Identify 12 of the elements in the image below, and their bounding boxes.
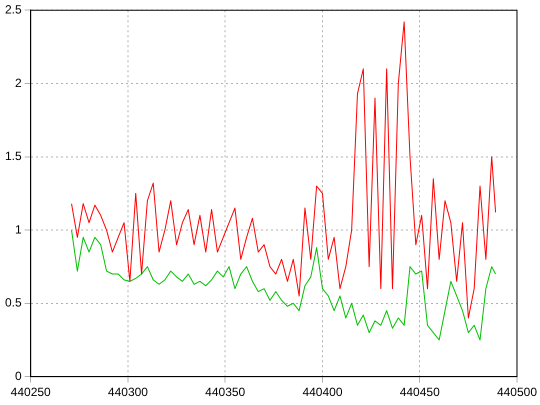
y-tick-label: 2 xyxy=(14,76,22,90)
y-tick-label: 0.5 xyxy=(4,296,22,310)
x-tick-label: 440350 xyxy=(205,385,246,400)
y-tick-label: 1.5 xyxy=(4,149,22,164)
x-tick-label: 440300 xyxy=(108,385,148,400)
x-tick-label: 440450 xyxy=(400,385,440,400)
x-tick-label: 440250 xyxy=(10,385,52,400)
y-tick-label: 0 xyxy=(14,368,22,383)
y-tick-label: 2.5 xyxy=(4,2,22,17)
y-tick-label: 1 xyxy=(14,222,22,236)
x-tick-label: 440500 xyxy=(496,385,538,400)
x-tick-label: 440400 xyxy=(302,385,343,400)
